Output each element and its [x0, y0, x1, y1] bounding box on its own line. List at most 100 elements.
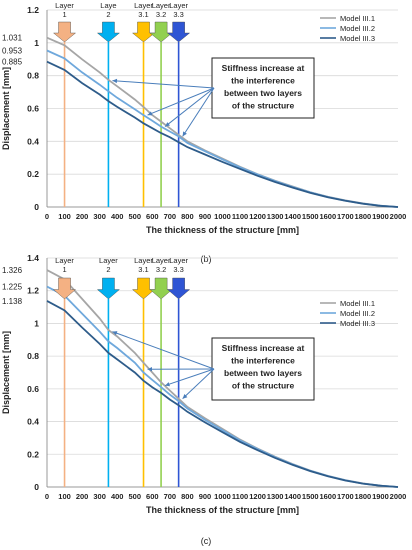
- legend-label: Model III.2: [340, 309, 375, 318]
- layer-label-number: 2: [106, 265, 110, 274]
- x-tick-label: 1800: [355, 492, 372, 501]
- layer-label-number: 3.3: [173, 265, 183, 274]
- layer-label: Layer: [152, 1, 171, 10]
- annotation-arrowhead: [182, 131, 187, 137]
- annotation-text: between two layers: [224, 368, 302, 378]
- layer-arrow: [167, 21, 191, 43]
- layer-arrow: [53, 277, 77, 300]
- layer-arrow: [149, 277, 173, 300]
- y-tick-label: 1.2: [27, 5, 39, 15]
- annotation-arrow: [112, 80, 215, 89]
- x-tick-label: 800: [181, 492, 194, 501]
- layer-label: Layer: [99, 256, 118, 265]
- y-tick-label: 0: [34, 482, 39, 492]
- x-tick-label: 1000: [214, 212, 231, 221]
- layer-label-number: 3.1: [138, 10, 148, 19]
- x-tick-label: 1600: [319, 212, 336, 221]
- y-axis-label: Displacement [mm]: [1, 67, 11, 150]
- annotation-arrow: [164, 87, 215, 127]
- x-tick-label: 1200: [249, 212, 266, 221]
- x-tick-label: 500: [128, 492, 141, 501]
- layer-label: Laye: [100, 1, 116, 10]
- legend-label: Model III.2: [340, 24, 375, 33]
- legend-label: Model III.1: [340, 14, 375, 23]
- x-tick-label: 1900: [372, 492, 389, 501]
- layer-label-number: 1: [62, 10, 66, 19]
- annotation-arrowhead: [147, 111, 153, 116]
- annotation-arrowhead: [165, 382, 170, 387]
- layer-arrow: [131, 21, 156, 43]
- layer-label-number: 3.3: [173, 10, 183, 19]
- y-axis-label: Displacement [mm]: [1, 331, 11, 414]
- layer-arrow: [96, 21, 120, 43]
- layer-label: Layer: [55, 256, 74, 265]
- layer-label-number: 3.2: [156, 10, 166, 19]
- x-tick-label: 300: [93, 492, 106, 501]
- legend-label: Model III.3: [340, 319, 375, 328]
- series-line-3: [46, 60, 399, 208]
- x-tick-label: 700: [164, 492, 177, 501]
- y-tick-label: 0.8: [27, 71, 39, 81]
- layer-arrow: [52, 21, 77, 43]
- y-tick-label: 0.2: [27, 449, 39, 459]
- x-tick-label: 1700: [337, 212, 354, 221]
- x-tick-label: 800: [181, 212, 194, 221]
- annotation-text: of the structure: [232, 381, 295, 391]
- x-tick-label: 1400: [284, 212, 301, 221]
- x-tick-label: 1100: [232, 492, 248, 501]
- x-tick-label: 1300: [267, 492, 284, 501]
- y-tick-label: 0.8: [27, 351, 39, 361]
- annotation-arrowhead: [147, 367, 152, 372]
- x-tick-label: 100: [58, 492, 71, 501]
- panel-caption: (b): [201, 254, 212, 264]
- layer-label-number: 1: [62, 265, 66, 274]
- layer-arrow: [167, 277, 191, 300]
- layer-label: Layer: [134, 256, 153, 265]
- y-tick-label: 0.4: [27, 136, 39, 146]
- x-tick-label: 1600: [319, 492, 336, 501]
- annotation-arrow: [147, 87, 215, 116]
- annotation-arrowhead: [165, 122, 170, 127]
- start-value-label: 1.326: [2, 266, 23, 275]
- annotation-text: the interference: [231, 76, 295, 86]
- layer-arrow: [149, 21, 173, 43]
- x-tick-label: 100: [58, 212, 71, 221]
- start-value-label: 0.885: [2, 58, 23, 67]
- x-tick-label: 1200: [249, 492, 266, 501]
- annotation-arrow: [112, 331, 215, 370]
- layer-label-number: 2: [106, 10, 110, 19]
- x-tick-label: 0: [45, 212, 49, 221]
- annotation-arrow: [164, 368, 215, 387]
- x-tick-label: 1700: [337, 492, 354, 501]
- x-tick-label: 600: [146, 212, 159, 221]
- y-tick-label: 1: [34, 38, 39, 48]
- y-tick-label: 0.4: [27, 417, 39, 427]
- chart-panel-c: 0 0.2 0.4 0.6 0.8 1 1.2 1.4 0 100 200 300 400 500 600 7…: [1, 253, 406, 546]
- legend-label: Model III.1: [340, 299, 375, 308]
- y-tick-label: 1: [34, 318, 39, 328]
- annotation-text: Stiffness increase at: [222, 343, 305, 353]
- panel-caption: (c): [201, 536, 212, 546]
- y-tick-label: 0.6: [27, 384, 39, 394]
- x-tick-label: 300: [93, 212, 106, 221]
- annotation-arrowhead: [112, 331, 118, 336]
- x-tick-label: 2000: [390, 492, 407, 501]
- x-tick-label: 900: [199, 212, 212, 221]
- annotation-arrow: [182, 87, 215, 137]
- x-axis-label: The thickness of the structure [mm]: [146, 505, 299, 515]
- x-tick-label: 1300: [267, 212, 284, 221]
- x-tick-label: 1100: [232, 212, 248, 221]
- y-tick-label: 0.6: [27, 104, 39, 114]
- y-tick-label: 0: [34, 202, 39, 212]
- annotation-text: Stiffness increase at: [222, 63, 305, 73]
- annotation-text: of the structure: [232, 101, 295, 111]
- start-value-label: 1.031: [2, 34, 23, 43]
- start-value-label: 0.953: [2, 47, 23, 56]
- layer-label-number: 3.2: [156, 265, 166, 274]
- x-tick-label: 1000: [214, 492, 231, 501]
- x-tick-label: 2000: [390, 212, 407, 221]
- annotation-box: [211, 337, 315, 401]
- layer-label: Layer: [55, 1, 74, 10]
- x-tick-label: 1500: [302, 212, 319, 221]
